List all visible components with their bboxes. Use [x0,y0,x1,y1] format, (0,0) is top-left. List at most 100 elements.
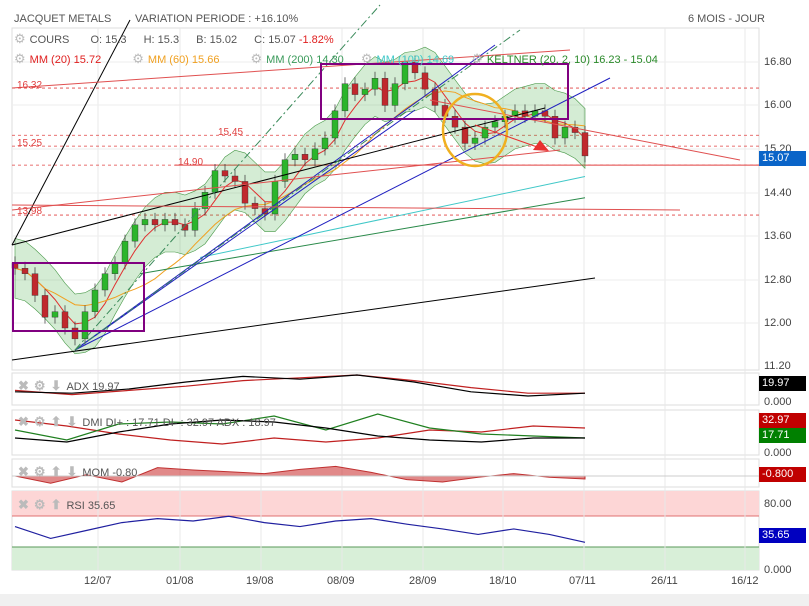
price-tick: 14.40 [764,187,792,199]
candle [101,273,109,291]
candle [471,137,479,144]
candle [421,72,429,90]
mom-label: MOM -0.80 [82,467,138,479]
mom-value-badge: -0.800 [759,467,806,482]
close-icon[interactable]: ✖ [18,464,29,479]
level-label: 14.90 [178,157,204,168]
gear-icon[interactable]: ⚙ [250,51,263,66]
cours-label: COURS [29,34,70,46]
date-tick: 26/11 [651,575,678,587]
date-tick: 08/09 [327,575,355,587]
date-tick: 12/07 [84,575,112,587]
arrow-up-icon[interactable]: ⬆ [50,414,62,429]
candle [231,175,239,182]
close-icon[interactable]: ✖ [18,378,29,393]
level-label: 15.45 [218,127,244,138]
candle [111,262,119,274]
gear-icon[interactable]: ⚙ [14,31,26,46]
candle [351,83,359,95]
candle [121,240,129,264]
adx-zero: 0.000 [764,396,792,408]
gear-icon[interactable]: ⚙ [360,51,373,66]
candle [571,126,579,133]
level-label: 13.98 [17,206,43,217]
candle [61,311,69,329]
candle [51,311,59,318]
dmi-zero: 0.000 [764,447,792,459]
last-price-badge: 15.07 [759,151,806,166]
price-tick: 13.60 [764,230,792,242]
mom-area [14,465,586,484]
trendline-dashed [74,29,521,351]
price-tick: 11.20 [764,360,791,372]
keltner-legend: KELTNER (20, 2, 10) 16.23 - 15.04 [486,54,658,66]
variation-period: VARIATION PERIODE : +16.10% [135,13,299,25]
adx-ref-line [14,374,585,396]
candle [41,295,49,318]
candle [301,154,309,160]
di-plus-line [14,413,586,441]
candle [491,121,499,128]
period-selector[interactable]: 6 MOIS - JOUR [688,13,766,25]
change-value: -1.82% [298,34,334,46]
trendline [74,44,496,351]
arrow-down-icon[interactable]: ⬇ [66,464,78,479]
candle [361,88,369,95]
arrow-down-icon[interactable]: ⬇ [50,378,62,393]
date-tick: 28/09 [409,575,437,587]
candle [561,126,569,139]
candle [171,219,179,226]
close-icon[interactable]: ✖ [18,497,29,512]
candle [321,137,329,150]
mm60-legend: MM (60) 15.66 [147,54,220,66]
gear-icon[interactable]: ⚙ [132,51,144,66]
gear-icon[interactable]: ⚙ [471,51,483,66]
arrow-up-icon[interactable]: ⬆ [50,464,62,479]
red-arrow-head [533,140,549,151]
di-minus-badge: 32.97 [759,413,806,428]
candle [251,202,259,209]
trendline [11,277,596,361]
di-minus-line [14,419,586,445]
candle [381,78,389,106]
arrow-down-icon[interactable]: ⬇ [66,414,78,429]
mm20-legend: MM (20) 15.72 [29,54,102,66]
candle [581,132,589,157]
candle [201,192,209,209]
candle [551,116,559,139]
instrument-title: JACQUET METALS [14,13,112,25]
gear-icon[interactable]: ⚙ [33,378,46,393]
high-value: H: 15.3 [143,34,180,46]
price-tick: 16.80 [764,56,792,68]
price-tick: 16.00 [764,99,792,111]
close-icon[interactable]: ✖ [18,414,29,429]
candle [401,61,409,84]
gear-icon[interactable]: ⚙ [14,51,26,66]
price-tick: 12.00 [764,317,792,329]
red-arrow-line [474,124,541,149]
resistance-line [429,99,741,161]
arrow-up-icon[interactable]: ⬆ [50,497,62,512]
candle [81,311,89,340]
gear-icon[interactable]: ⚙ [33,497,46,512]
candle [161,219,169,226]
adx-line [14,374,586,397]
date-tick: 19/08 [246,575,274,587]
candle [281,159,289,182]
trendline-dashed [74,4,381,351]
candle [411,61,419,74]
date-tick: 16/12 [731,575,759,587]
rsi-oversold-zone [12,547,759,570]
rsi-label: RSI 35.65 [66,500,116,512]
resistance-line [11,49,571,89]
candle [91,289,99,312]
low-value: B: 15.02 [196,34,238,46]
gear-icon[interactable]: ⚙ [33,464,46,479]
rsi-value-badge: 35.65 [759,528,806,543]
trendline [11,107,546,246]
level-label: 15.25 [17,138,43,149]
mm100-legend: MM (100) 14.69 [376,54,455,66]
gear-icon[interactable]: ⚙ [33,414,46,429]
rsi-80: 80.00 [764,498,792,510]
